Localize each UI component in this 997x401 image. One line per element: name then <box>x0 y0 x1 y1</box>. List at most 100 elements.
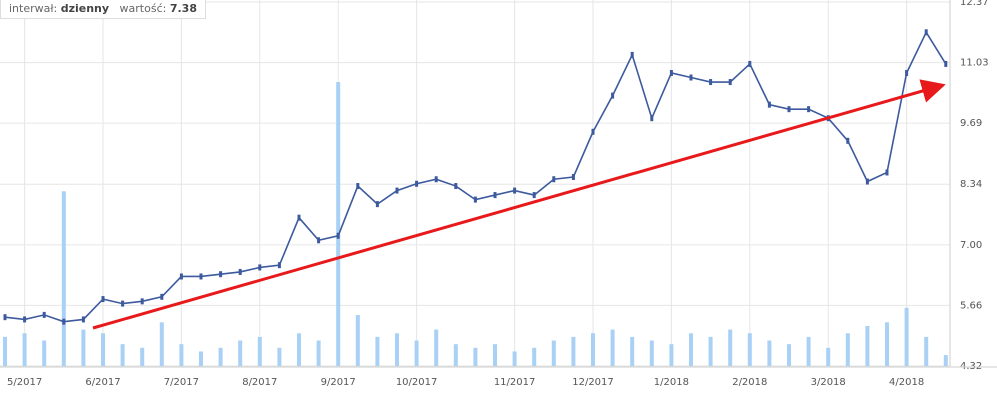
price-tick <box>317 237 321 244</box>
price-tick <box>885 169 889 176</box>
volume-bar <box>649 340 654 366</box>
price-tick <box>3 314 7 321</box>
volume-bar <box>943 355 948 366</box>
price-tick <box>238 268 242 275</box>
y-tick-label: 11.03 <box>960 58 989 69</box>
volume-bar <box>336 82 341 366</box>
volume-bar <box>610 329 615 366</box>
volume-bar <box>238 340 243 366</box>
x-tick-label: 12/2017 <box>572 377 614 388</box>
volume-bar <box>120 344 125 366</box>
label: interwał: <box>9 2 58 15</box>
x-tick-label: 9/2017 <box>321 377 356 388</box>
volume-bar <box>689 333 693 366</box>
price-tick <box>630 51 634 58</box>
price-tick <box>297 214 301 221</box>
price-tick <box>865 178 869 185</box>
volume-bar <box>728 329 733 366</box>
price-tick <box>258 264 262 271</box>
volume-bar <box>787 344 791 366</box>
volume-bar <box>571 336 576 366</box>
price-tick <box>944 60 948 67</box>
volume-bar <box>81 329 86 366</box>
volume-bar <box>904 307 909 366</box>
volume-bar <box>316 340 321 366</box>
volume-bar <box>532 347 537 366</box>
volume-bar <box>512 351 517 366</box>
price-tick <box>748 60 752 67</box>
price-tick <box>101 296 105 303</box>
price-tick <box>493 192 497 199</box>
price-tick <box>219 271 223 278</box>
x-tick-label: 10/2017 <box>396 377 438 388</box>
volume-bar <box>297 333 301 366</box>
volume-bar <box>551 340 556 366</box>
x-tick-label: 5/2017 <box>7 377 42 388</box>
price-tick <box>807 106 811 113</box>
volume-bar <box>42 340 47 366</box>
volume-bar <box>355 315 360 366</box>
price-tick <box>62 318 66 325</box>
volume-bar <box>61 191 66 366</box>
price-tick <box>846 137 850 144</box>
interval: dzienny <box>60 2 110 15</box>
price-tick <box>669 69 673 76</box>
volume-bar <box>414 340 419 366</box>
price-tick <box>140 298 144 305</box>
price-tick <box>552 176 556 183</box>
volume-bar <box>179 344 184 366</box>
volume-bar <box>140 347 145 366</box>
price-tick <box>532 192 536 199</box>
y-tick-label: 8.34 <box>960 179 982 190</box>
volume-bar <box>218 347 223 366</box>
volume-bar <box>375 336 380 366</box>
volume-bar <box>826 347 831 366</box>
volume-bar <box>591 333 595 366</box>
volume-bar <box>885 322 889 366</box>
price-tick <box>23 316 27 323</box>
price-tick <box>160 293 164 300</box>
price-tick <box>767 101 771 108</box>
price-tick <box>395 187 399 194</box>
volume-bar <box>395 333 399 366</box>
y-tick-label: 5.66 <box>960 300 982 311</box>
x-tick-label: 1/2018 <box>654 377 689 388</box>
y-tick-label: 12.37 <box>960 0 989 8</box>
volume-bar <box>277 347 282 366</box>
volume-bar <box>434 329 439 366</box>
volume-bar <box>101 333 105 366</box>
price-tick <box>81 316 85 323</box>
price-tick <box>689 74 693 81</box>
volume-bar <box>257 336 262 366</box>
x-tick-label: 4/2018 <box>889 377 924 388</box>
volume-bar <box>924 336 929 366</box>
label: wartość: <box>119 2 167 15</box>
x-tick-label: 2/2018 <box>732 377 767 388</box>
price-tick <box>591 128 595 135</box>
price-line <box>4 30 947 323</box>
price-tick <box>356 183 360 190</box>
price-tick <box>434 176 438 183</box>
price-tick <box>787 106 791 113</box>
volume-bar <box>865 325 870 366</box>
volume-bar <box>708 336 713 366</box>
value: 7.38 <box>169 2 197 15</box>
price-tick <box>905 69 909 76</box>
x-tick-label: 8/2017 <box>242 377 277 388</box>
price-tick <box>924 29 928 36</box>
volume-bar <box>806 336 811 366</box>
volume-bar <box>747 333 752 366</box>
price-tick <box>473 196 477 203</box>
price-tick <box>179 273 183 280</box>
volume-bar <box>159 322 164 366</box>
price-tick <box>375 201 379 208</box>
volume-bar <box>473 347 478 366</box>
price-tick <box>199 273 203 280</box>
volume-bar <box>453 344 458 366</box>
price-tick <box>709 79 713 86</box>
price-tick <box>454 183 458 190</box>
x-tick-label: 11/2017 <box>494 377 536 388</box>
price-tick <box>650 115 654 122</box>
